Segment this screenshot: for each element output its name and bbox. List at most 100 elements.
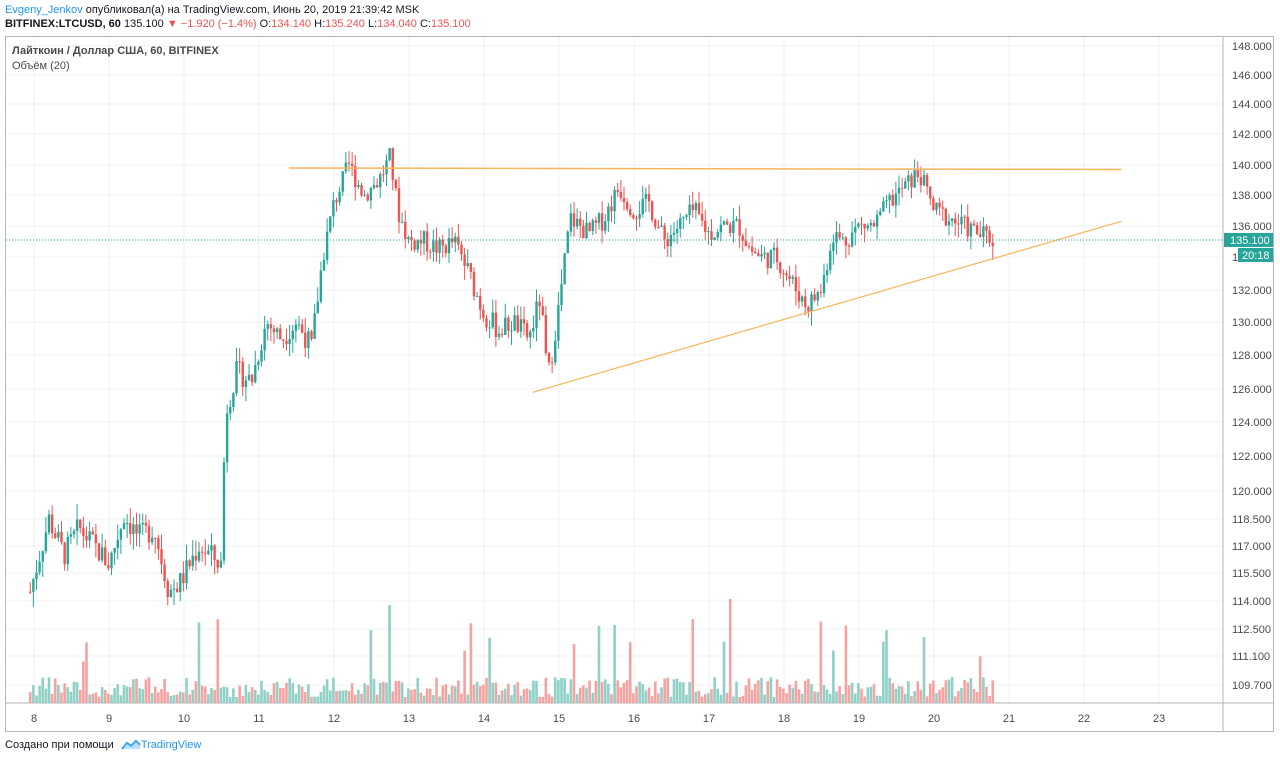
volume-bar-up (341, 690, 345, 703)
candle-body-up (138, 524, 141, 534)
volume-bar-down (335, 691, 338, 703)
volume-bar-down (472, 684, 476, 703)
volume-bar-up (638, 681, 641, 703)
volume-bar-down (272, 683, 276, 703)
volume-bar-up (866, 687, 870, 703)
candle-body-up (207, 550, 210, 554)
volume-bar-up (763, 694, 766, 703)
chart-frame[interactable] (5, 36, 1274, 732)
candle-body-down (691, 204, 694, 211)
candle-body-down (991, 242, 994, 246)
candle-body-down (779, 262, 782, 274)
author-link[interactable]: Evgeny_Jenkov (5, 4, 83, 16)
volume-bar-up (644, 690, 648, 703)
candle-body-down (910, 175, 913, 188)
candle-body-up (297, 324, 301, 326)
volume-bar-up (947, 679, 951, 703)
candle-body-down (188, 560, 191, 567)
candle-body-down (525, 323, 529, 338)
candle-body-up (504, 317, 507, 335)
volume-bar-down (428, 688, 432, 703)
volume-bar-up (247, 692, 251, 703)
candle-body-down (794, 276, 798, 292)
volume-bar-down (85, 642, 88, 703)
candle-body-down (975, 225, 979, 235)
volume-bar-up (275, 681, 279, 703)
candle-body-down (647, 193, 651, 202)
volume-bar-down (666, 677, 670, 703)
candle-body-down (485, 318, 488, 328)
candle-body-down (700, 213, 704, 221)
candle-body-up (66, 536, 69, 565)
candle-body-down (444, 245, 448, 254)
volume-bar-down (916, 681, 920, 703)
candle-body-up (513, 315, 516, 331)
candle-body-down (804, 296, 807, 308)
volume-bar-up (857, 683, 860, 703)
volume-bar-up (935, 692, 938, 703)
volume-bar-down (375, 694, 379, 703)
volume-bar-up (878, 695, 882, 703)
volume-bar-down (103, 689, 107, 703)
candle-body-down (710, 231, 713, 240)
volume-bar-up (885, 630, 888, 703)
volume-bar-down (582, 685, 585, 703)
volume-bar-up (422, 695, 426, 703)
volume-bar-up (138, 688, 141, 703)
volume-bar-up (888, 677, 891, 703)
candle-body-down (666, 239, 669, 247)
volume-bar-down (463, 650, 466, 703)
x-tick-label: 14 (478, 713, 490, 725)
candle-body-up (679, 218, 682, 229)
footer: Создано при помощи TradingView (5, 739, 201, 751)
candle-body-up (41, 551, 44, 562)
volume-bar-down (303, 692, 307, 703)
candle-body-down (107, 565, 110, 569)
volume-bar-down (394, 681, 398, 703)
volume-bar-down (750, 690, 754, 703)
y-tick-label: 140.000 (1232, 160, 1272, 172)
volume-bar-down (972, 688, 976, 703)
volume-bar-down (353, 694, 357, 703)
volume-bar-down (844, 625, 848, 703)
candle-body-down (697, 203, 701, 214)
volume-bar-down (775, 679, 779, 703)
candle-body-down (163, 564, 166, 582)
volume-bar-down (538, 696, 541, 703)
high-label: H: (314, 18, 326, 30)
tradingview-link[interactable]: TradingView (121, 739, 201, 751)
volume-bar-down (925, 696, 929, 703)
candle-body-up (57, 531, 60, 538)
volume-bar-down (650, 695, 654, 703)
volume-bar-up (907, 681, 910, 703)
candle-body-up (719, 224, 723, 233)
candle-body-down (194, 555, 198, 561)
candle-body-up (557, 305, 560, 341)
volume-bar-up (266, 691, 270, 703)
volume-bar-up (232, 688, 235, 703)
volume-bar-up (669, 696, 673, 703)
volume-bar-up (400, 682, 404, 703)
candle-body-up (438, 239, 441, 253)
candle-body-up (210, 545, 213, 551)
candle-body-down (366, 194, 369, 201)
volume-bar-up (253, 689, 257, 703)
candle-body-up (294, 324, 298, 331)
volume-bar-down (450, 685, 454, 703)
volume-bar-up (735, 681, 738, 703)
candle-body-down (335, 200, 338, 203)
volume-bar-up (141, 689, 145, 703)
candle-body-down (807, 307, 810, 312)
candle-body-up (716, 232, 719, 238)
volume-bar-down (157, 692, 160, 703)
volume-bar-down (78, 689, 82, 703)
x-tick-label: 19 (853, 713, 865, 725)
volume-bar-up (35, 695, 38, 703)
volume-bar-up (257, 694, 260, 703)
candle-body-up (169, 589, 173, 598)
high-value: 135.240 (325, 18, 365, 30)
volume-bar-up (832, 650, 835, 703)
candle-body-down (460, 244, 463, 255)
candle-body-up (288, 339, 291, 345)
